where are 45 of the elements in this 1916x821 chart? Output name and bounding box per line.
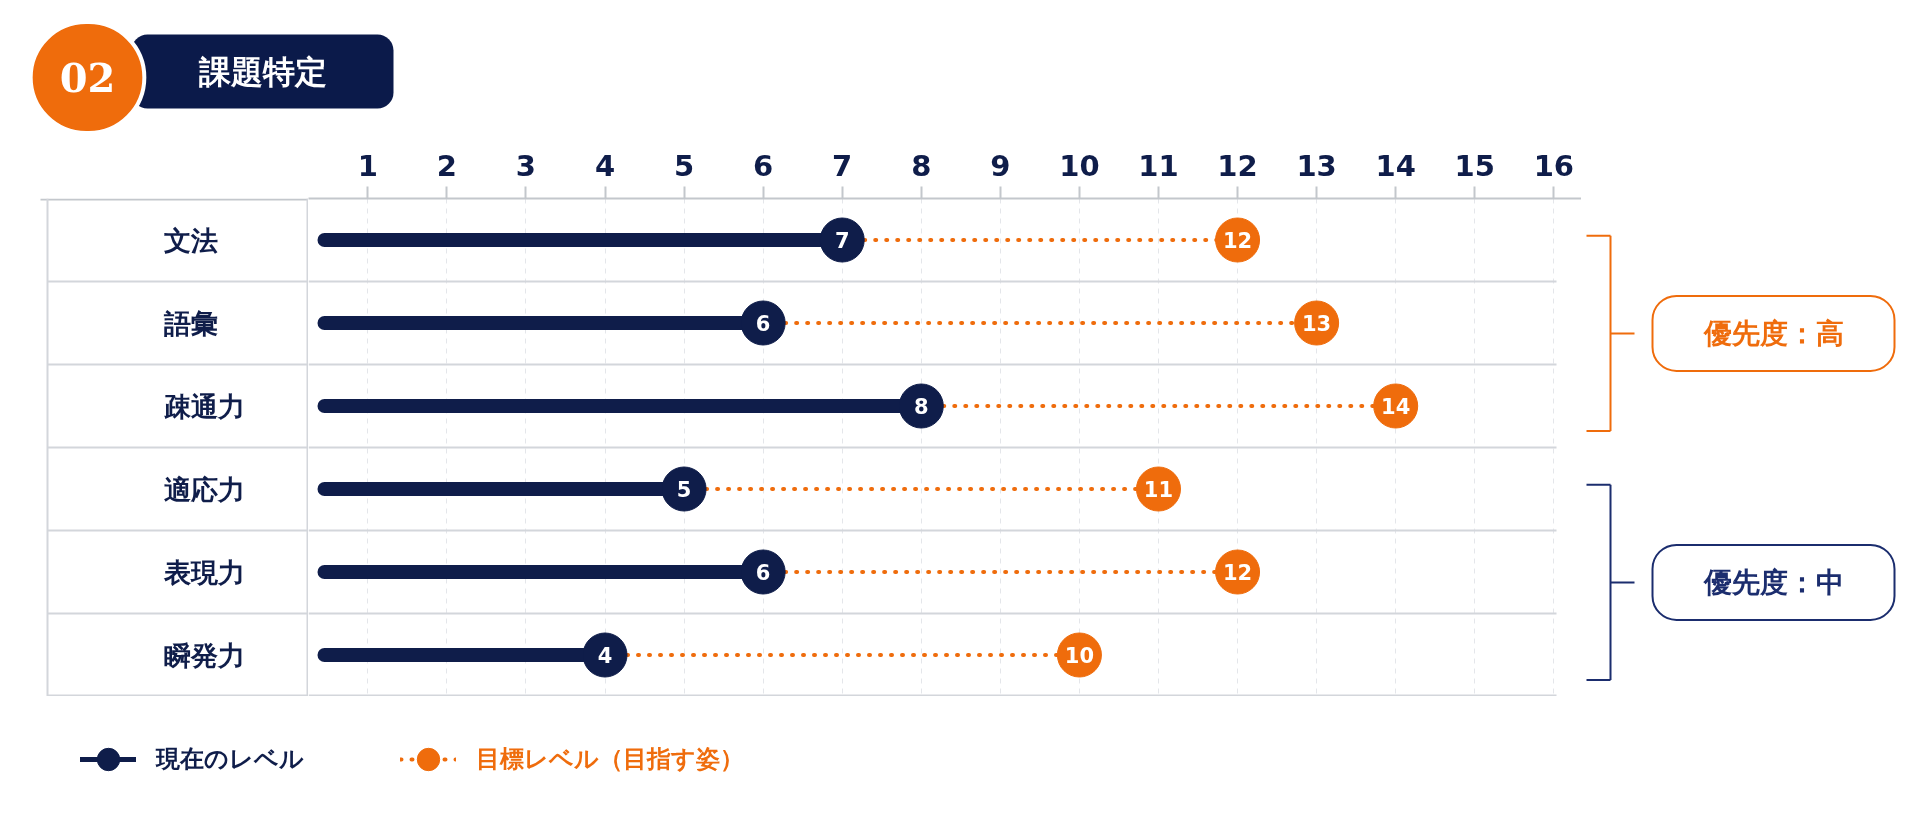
y-tick-label: 瞬発力 [163, 639, 245, 671]
point [898, 383, 944, 429]
x-tick-label: 14 [1375, 148, 1416, 183]
x-tick-label: 12 [1217, 148, 1258, 183]
x-tick-label: 5 [673, 148, 695, 183]
data-label: 6 [755, 312, 771, 336]
text: 優先度：中 [1702, 565, 1844, 599]
legend-label: 現在のレベル [156, 744, 304, 775]
y-tick-label: 語彙 [162, 307, 218, 339]
x-tick-label: 10 [1059, 148, 1100, 183]
y-tick-label: 疎通力 [163, 390, 245, 422]
legend-label: 目標レベル（目指す姿） [476, 744, 744, 775]
data-label: 11 [1143, 478, 1174, 502]
text: 優先度：高 [1702, 316, 1844, 350]
x-tick-label: 15 [1454, 148, 1495, 183]
point [740, 300, 786, 346]
y-tick-label: 表現力 [162, 556, 245, 588]
x-tick-label: 1 [357, 148, 378, 183]
y-tick-label: 適応力 [163, 473, 245, 505]
x-tick-label: 7 [832, 148, 853, 183]
data-label: 14 [1381, 395, 1411, 419]
data-label: 13 [1302, 312, 1332, 336]
data-label: 4 [597, 644, 613, 668]
chart-title: 課題特定 [197, 52, 327, 91]
data-label: 7 [834, 229, 850, 253]
data-label: 10 [1064, 644, 1095, 668]
text: 02 [59, 54, 116, 101]
point [740, 549, 786, 595]
x-tick-label: 6 [753, 148, 774, 183]
data-label: 12 [1222, 229, 1253, 253]
data-label: 5 [676, 478, 692, 502]
x-tick-label: 16 [1533, 148, 1575, 183]
data-label: 12 [1222, 561, 1253, 585]
x-tick-label: 2 [436, 148, 457, 183]
x-tick-label: 4 [594, 148, 616, 183]
x-tick-label: 11 [1138, 148, 1179, 183]
data-label: 8 [913, 395, 929, 419]
x-tick-label: 13 [1296, 148, 1337, 183]
data-label: 6 [755, 561, 771, 585]
x-tick-label: 9 [990, 148, 1011, 183]
x-tick-label: 3 [515, 148, 537, 183]
x-tick-label: 8 [911, 148, 932, 183]
point [661, 466, 707, 512]
y-tick-label: 文法 [163, 224, 218, 256]
point [819, 217, 865, 263]
